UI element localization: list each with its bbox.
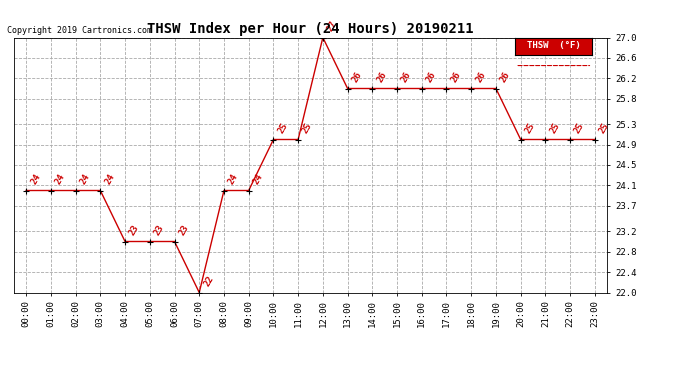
Text: 24: 24 — [54, 172, 67, 186]
Text: 26: 26 — [375, 70, 388, 84]
Text: 26: 26 — [424, 70, 437, 84]
Text: 25: 25 — [548, 122, 562, 135]
Text: 26: 26 — [351, 70, 364, 84]
Title: THSW Index per Hour (24 Hours) 20190211: THSW Index per Hour (24 Hours) 20190211 — [147, 22, 474, 36]
Text: 23: 23 — [152, 224, 166, 237]
Text: 25: 25 — [573, 122, 586, 135]
Text: 24: 24 — [29, 172, 42, 186]
Text: 24: 24 — [227, 172, 240, 186]
Text: 26: 26 — [499, 70, 512, 84]
Text: 26: 26 — [400, 70, 413, 84]
Text: 26: 26 — [449, 70, 462, 84]
Text: 24: 24 — [251, 172, 265, 186]
Text: 23: 23 — [177, 224, 190, 237]
Text: 25: 25 — [524, 122, 537, 135]
Text: 23: 23 — [128, 224, 141, 237]
Text: 25: 25 — [598, 122, 611, 135]
Text: 22: 22 — [202, 274, 215, 288]
Text: 27: 27 — [326, 20, 339, 33]
Text: 25: 25 — [276, 122, 289, 135]
Text: Copyright 2019 Cartronics.com: Copyright 2019 Cartronics.com — [7, 26, 152, 35]
Text: 26: 26 — [474, 70, 487, 84]
Text: 25: 25 — [301, 122, 314, 135]
Text: 24: 24 — [79, 172, 92, 186]
Text: 24: 24 — [103, 172, 117, 186]
